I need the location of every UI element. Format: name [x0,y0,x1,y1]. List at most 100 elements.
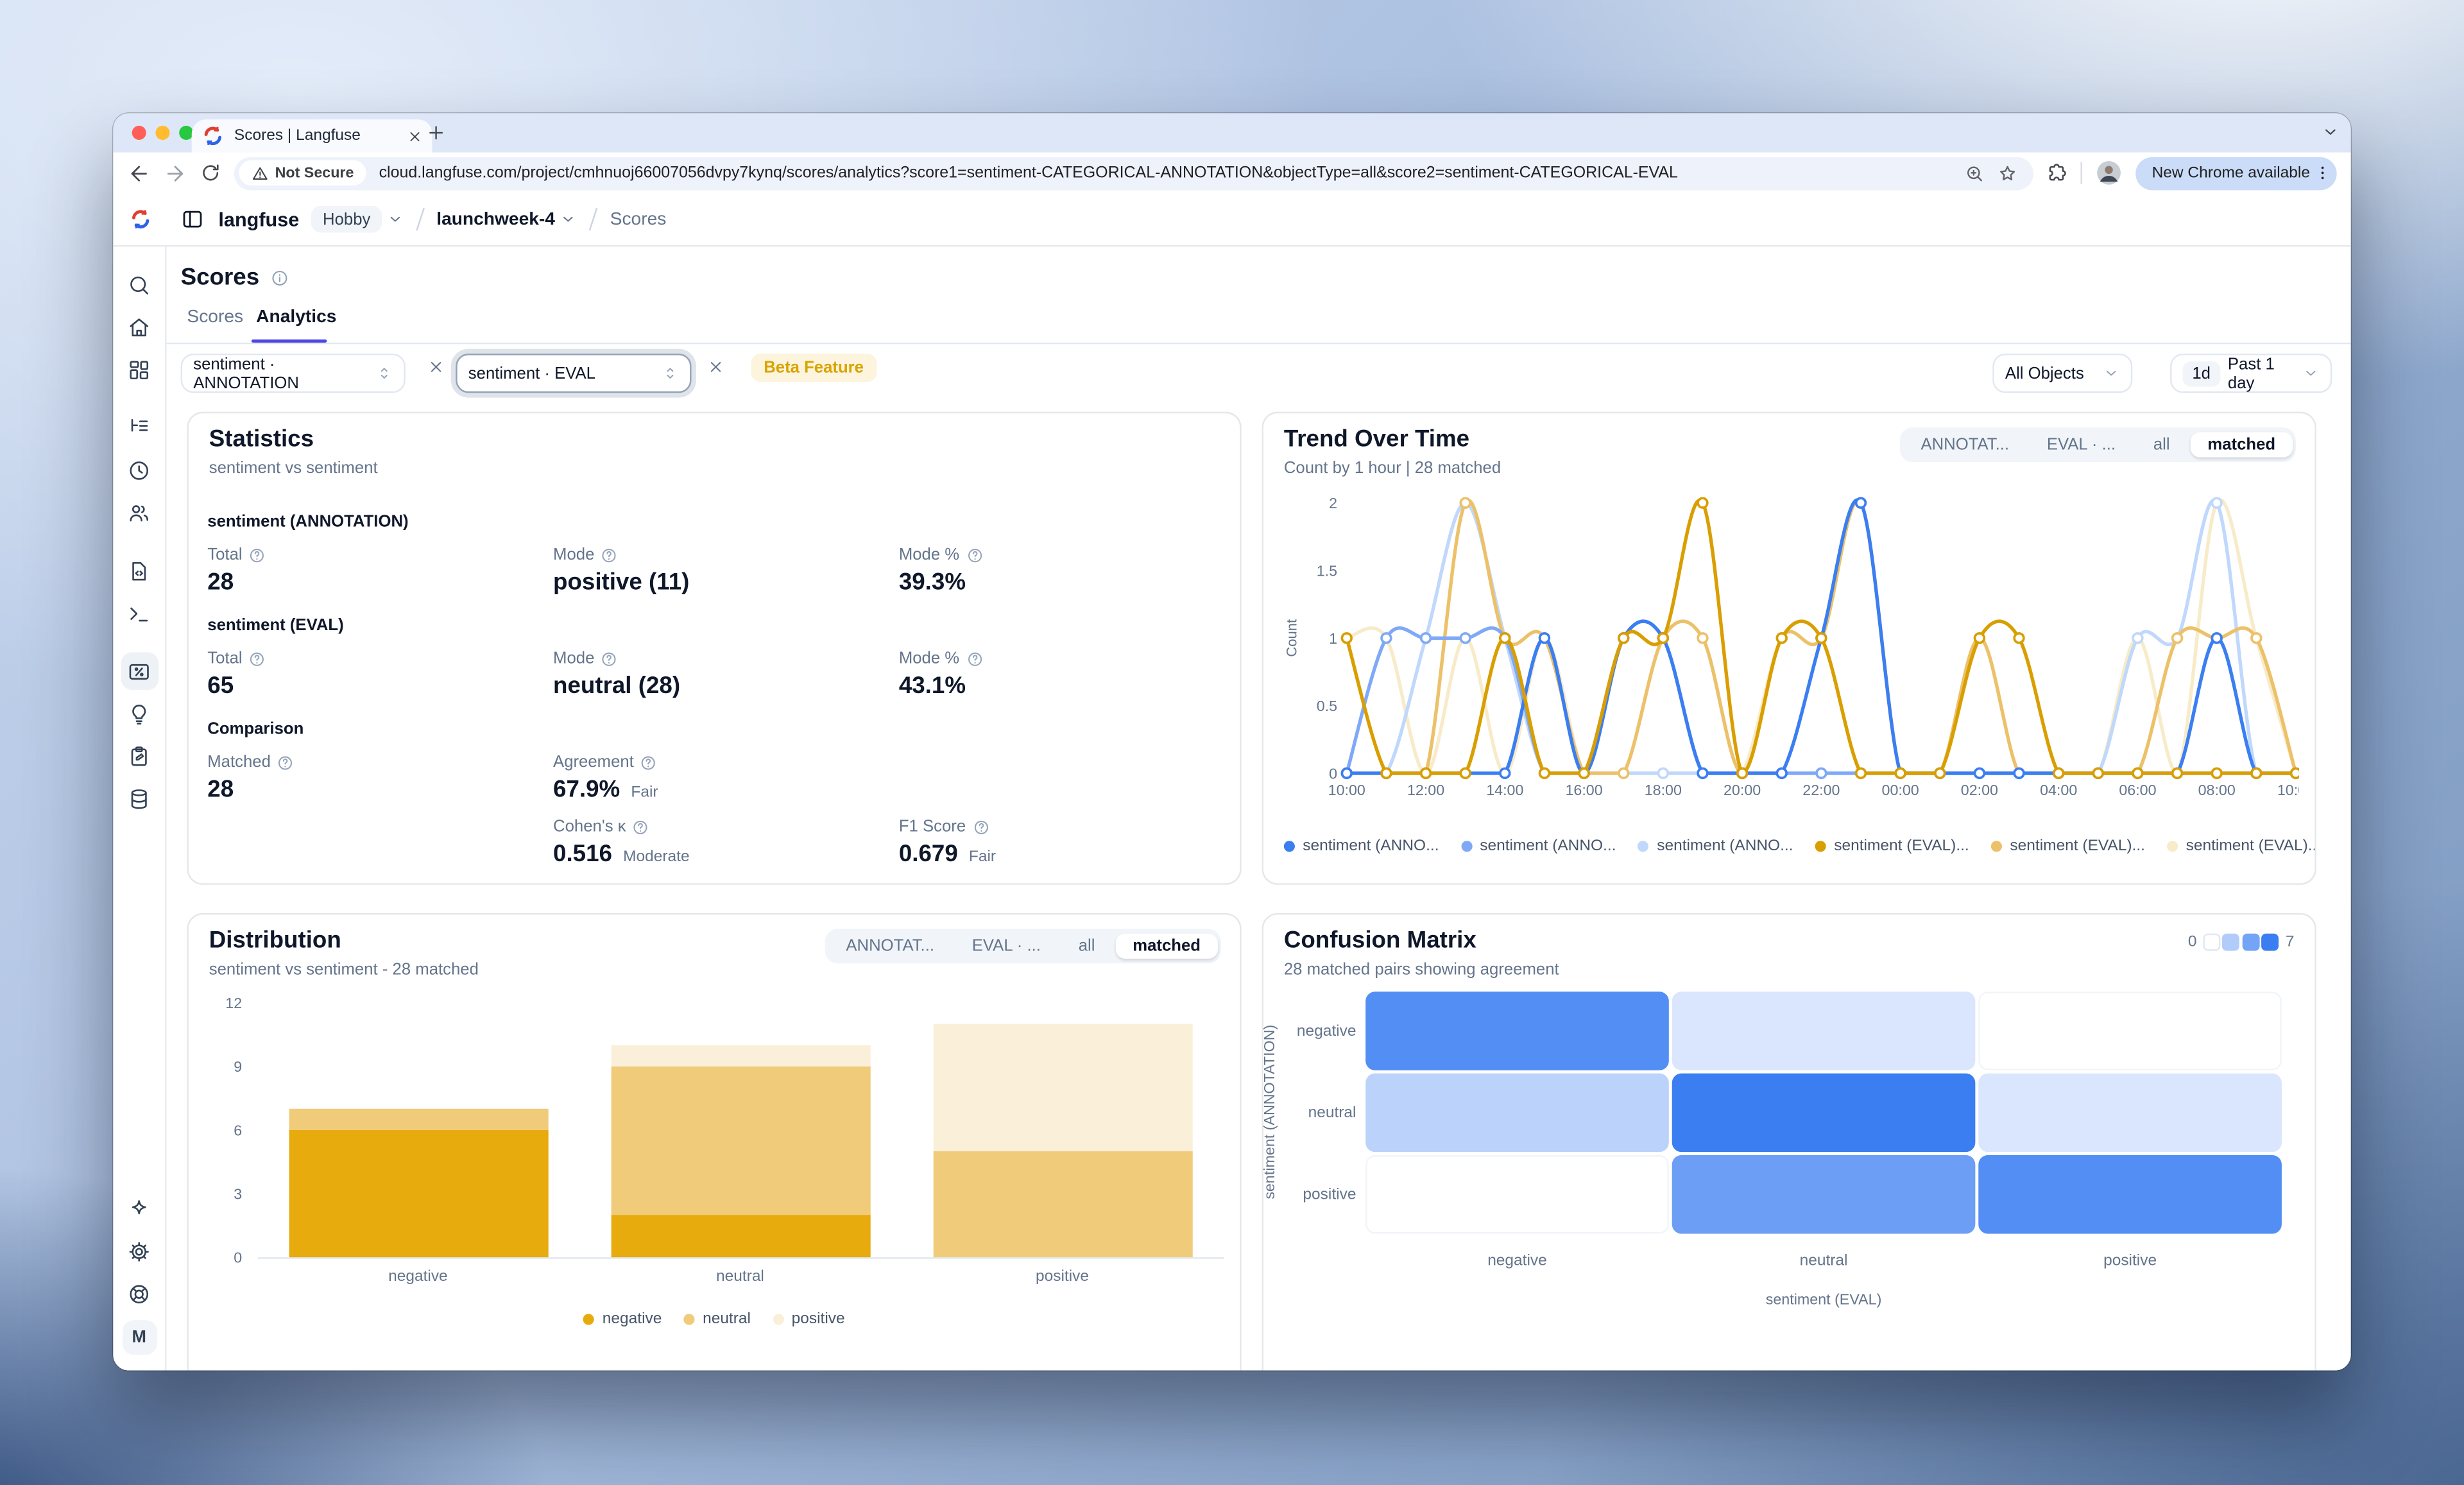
tab-analytics[interactable]: Analytics [256,308,337,327]
back-icon[interactable] [127,161,151,185]
help-icon[interactable] [248,546,266,563]
org-name[interactable]: langfuse [218,208,300,230]
zoom-icon[interactable] [1965,162,1985,183]
sidebar-settings-gear-icon[interactable] [120,1232,158,1270]
traffic-zoom-button[interactable] [179,125,194,140]
range-short-chip: 1d [2182,361,2220,386]
info-icon[interactable] [270,268,289,287]
not-secure-chip[interactable]: Not Secure [239,160,366,185]
org-chevron-icon[interactable] [386,210,404,228]
heatmap-cell[interactable] [1365,991,1669,1070]
toggle-option[interactable]: all [2153,435,2170,454]
heatmap-cell[interactable] [1365,1073,1669,1153]
heatmap-cell[interactable] [1365,1155,1669,1234]
svg-text:10:00: 10:00 [1328,782,1365,798]
sidebar-playground-terminal-icon[interactable] [120,594,158,632]
tab-title: Scores | Langfuse [234,127,361,145]
kebab-menu-icon[interactable] [2313,164,2332,182]
sidebar-datasets-clipboard-icon[interactable] [120,737,158,775]
traffic-close-button[interactable] [132,125,146,140]
bookmark-star-icon[interactable] [1998,162,2019,183]
sidebar-sessions-clock-icon[interactable] [120,451,158,489]
score2-select[interactable]: sentiment · EVAL [456,354,692,393]
toggle-option[interactable]: all [1078,936,1095,956]
toggle-option[interactable]: matched [1115,933,1218,959]
legend-item: sentiment (EVAL)... [2167,837,2314,855]
sidebar-toggle-icon[interactable] [181,207,205,231]
toggle-option[interactable]: ANNOTAT... [846,936,934,956]
help-icon[interactable] [640,753,658,771]
heatmap-cell[interactable] [1672,1073,1976,1153]
help-icon[interactable] [601,650,618,667]
sidebar-dashboard-icon[interactable] [120,350,158,388]
tab-scores[interactable]: Scores [187,308,244,327]
stat-section-heading: sentiment (ANNOTATION) [207,512,409,531]
forward-icon[interactable] [164,161,187,185]
sidebar-prompts-file-icon[interactable] [120,552,158,590]
profile-avatar[interactable] [2095,159,2123,187]
help-icon[interactable] [966,650,983,667]
heatmap-cell[interactable] [1978,991,2282,1070]
new-tab-button[interactable] [426,123,447,143]
sidebar-search-icon[interactable] [120,266,158,304]
legend-item: positive [773,1310,845,1328]
sidebar-users-icon[interactable] [120,494,158,531]
chrome-update-button[interactable]: New Chrome available [2136,156,2337,190]
sidebar-scores-icon[interactable] [120,652,158,691]
distribution-card: Distribution sentiment vs sentiment - 28… [187,913,1242,1371]
browser-window: Scores | Langfuse Not Secure cloud.langf… [113,113,2351,1371]
heatmap-cell[interactable] [1672,991,1976,1070]
tab-strip: Scores | Langfuse [113,113,2351,153]
toggle-option[interactable]: EVAL · ... [971,936,1041,956]
confusion-card: Confusion Matrix 28 matched pairs showin… [1262,913,2316,1371]
heatmap-row-label: positive [1303,1185,1356,1203]
score1-select[interactable]: sentiment · ANNOTATION [180,354,406,393]
sidebar-sparkle-icon[interactable] [120,1190,158,1228]
heatmap-y-axis-label: sentiment (ANNOTATION) [1262,1025,1279,1200]
tab-search-chevron-icon[interactable] [2321,123,2340,141]
heat-scale-max: 7 [2285,933,2295,951]
heatmap-cell[interactable] [1672,1155,1976,1234]
remove-score2-icon[interactable] [707,358,724,375]
sidebar-tracing-icon[interactable] [120,409,158,447]
svg-text:04:00: 04:00 [2040,782,2077,798]
chevron-down-icon [2302,365,2320,382]
help-icon[interactable] [248,650,266,667]
heatmap-cell[interactable] [1978,1073,2282,1153]
stat-label: Mode [553,545,899,564]
user-avatar[interactable]: M [121,1320,157,1355]
distribution-bar-chart: 0 3 6 9 12 negative neutral positive [225,995,1224,1285]
toggle-option[interactable]: ANNOTAT... [1921,435,2010,454]
svg-text:22:00: 22:00 [1802,782,1840,798]
sidebar-support-lifebuoy-icon[interactable] [120,1275,158,1312]
remove-score1-icon[interactable] [427,358,445,375]
toggle-option[interactable]: EVAL · ... [2046,435,2116,454]
sidebar-home-icon[interactable] [120,308,158,346]
reload-icon[interactable] [200,162,221,184]
object-filter-select[interactable]: All Objects [1992,354,2133,393]
score2-value: sentiment · EVAL [468,363,596,383]
help-icon[interactable] [966,546,983,563]
heatmap-cell[interactable] [1978,1155,2282,1234]
help-icon[interactable] [277,753,295,771]
sidebar-evaluation-lightbulb-icon[interactable] [120,694,158,732]
project-chevron-icon[interactable] [560,210,577,228]
active-tab-underline [251,338,327,343]
extensions-puzzle-icon[interactable] [2047,162,2069,184]
plan-badge[interactable]: Hobby [311,205,382,233]
trend-subtitle: Count by 1 hour | 28 matched [1283,459,1502,478]
help-icon[interactable] [632,818,649,836]
toggle-option[interactable]: matched [2190,432,2293,458]
breadcrumb-project[interactable]: launchweek-4 [436,209,555,229]
sidebar-database-icon[interactable] [120,780,158,818]
help-icon[interactable] [601,546,618,563]
stat-value: 65 [207,673,234,700]
stat-label: Cohen's κ [553,817,899,836]
browser-tab[interactable]: Scores | Langfuse [191,119,432,153]
traffic-minimize-button[interactable] [155,125,170,140]
close-tab-icon[interactable] [406,128,423,144]
help-icon[interactable] [972,818,989,836]
stat-label: Agreement [553,753,899,771]
address-bar[interactable]: Not Secure cloud.langfuse.com/project/cm… [234,156,2034,190]
date-range-select[interactable]: 1d Past 1 day [2170,354,2332,393]
